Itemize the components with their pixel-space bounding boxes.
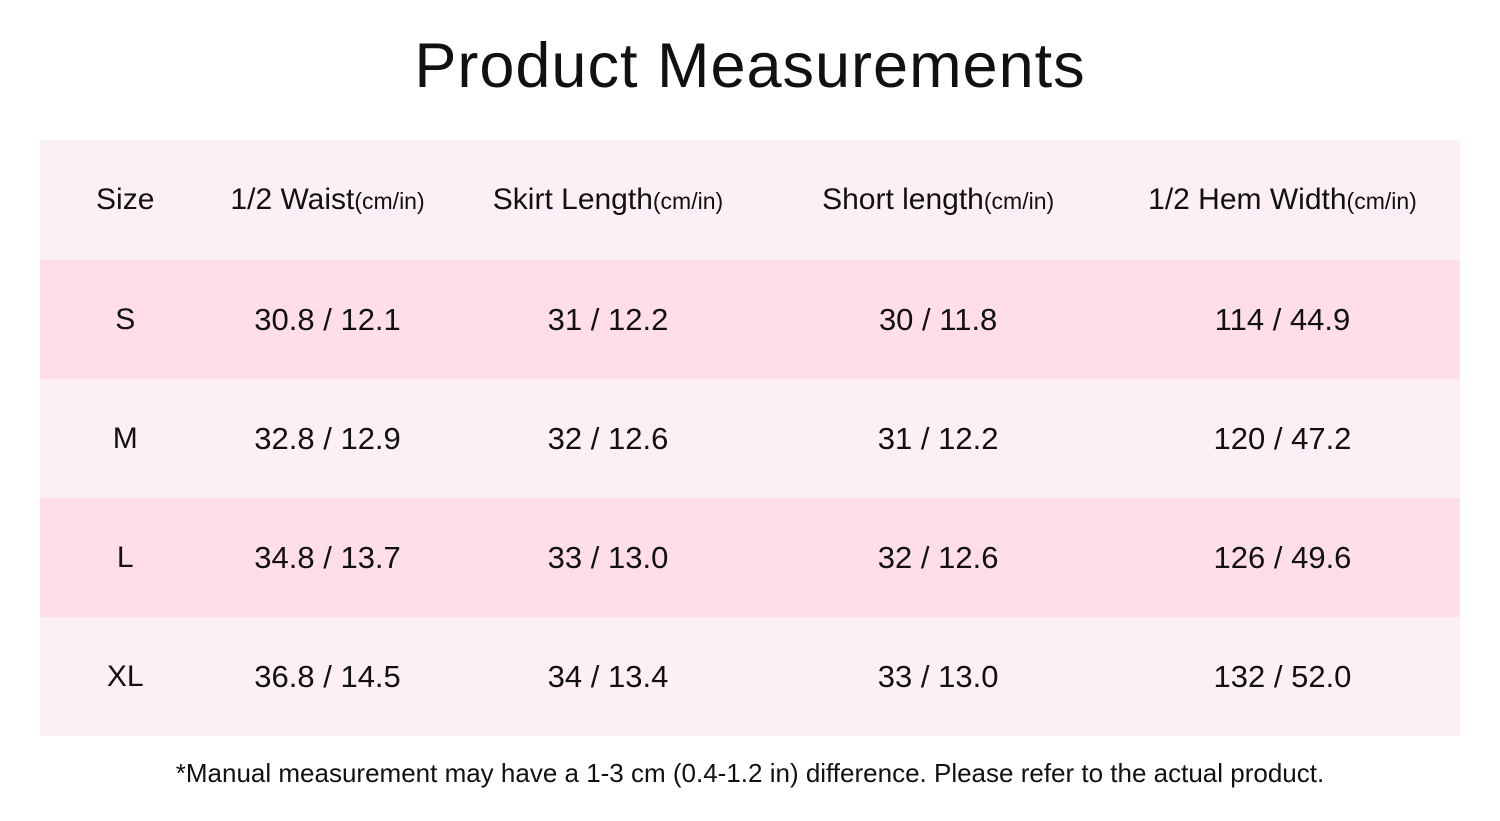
column-label: 1/2 Hem Width [1148,183,1347,216]
table-body: S 30.8 / 12.1 31 / 12.2 30 / 11.8 114 / … [40,260,1460,736]
half-hem-width-value: 132 / 52.0 [1213,658,1352,694]
size-value: XL [106,659,144,693]
half-hem-width-value: 126 / 49.6 [1213,539,1352,575]
header-row: Size 1/2 Waist(cm/in) Skirt Length(cm/in… [40,140,1460,260]
table-row-xl: XL 36.8 / 14.5 34 / 13.4 33 / 13.0 132 /… [40,617,1460,736]
half-hem-width-value: 120 / 47.2 [1213,420,1352,456]
column-label: Size [96,183,155,216]
column-header-skirt-length: Skirt Length(cm/in) [445,140,772,260]
page-title: Product Measurements [414,31,1086,101]
column-header-half-hem-width: 1/2 Hem Width(cm/in) [1105,140,1460,260]
column-header-half-waist: 1/2 Waist(cm/in) [210,140,444,260]
short-length-value: 31 / 12.2 [877,420,999,456]
skirt-length-value: 32 / 12.6 [547,420,669,456]
column-unit: (cm/in) [652,188,724,214]
table-row-s: S 30.8 / 12.1 31 / 12.2 30 / 11.8 114 / … [40,260,1460,379]
skirt-length-value: 33 / 13.0 [547,539,669,575]
half-waist-value: 34.8 / 13.7 [254,539,401,575]
half-waist-value: 36.8 / 14.5 [254,658,401,694]
measurement-disclaimer: *Manual measurement may have a 1-3 cm (0… [175,758,1325,788]
half-hem-width-value: 114 / 44.9 [1214,301,1351,337]
column-label: Short length [822,183,984,216]
column-unit: (cm/in) [1346,188,1417,214]
table-row-l: L 34.8 / 13.7 33 / 13.0 32 / 12.6 126 / … [40,498,1460,617]
table-header: Size 1/2 Waist(cm/in) Skirt Length(cm/in… [40,140,1460,260]
half-waist-value: 32.8 / 12.9 [254,420,401,456]
size-value: M [112,421,138,455]
column-unit: (cm/in) [983,188,1055,214]
column-header-short-length: Short length(cm/in) [771,140,1105,260]
column-label: Skirt Length [492,183,653,216]
measurements-table: Size 1/2 Waist(cm/in) Skirt Length(cm/in… [40,140,1460,736]
half-waist-value: 30.8 / 12.1 [254,301,401,337]
short-length-value: 32 / 12.6 [877,539,999,575]
column-unit: (cm/in) [354,188,425,214]
size-value: L [116,540,134,574]
column-label: 1/2 Waist [230,183,355,216]
table-row-m: M 32.8 / 12.9 32 / 12.6 31 / 12.2 120 / … [40,379,1460,498]
size-value: S [115,302,136,336]
short-length-value: 33 / 13.0 [877,658,999,694]
short-length-value: 30 / 11.8 [878,301,998,337]
skirt-length-value: 34 / 13.4 [547,658,669,694]
skirt-length-value: 31 / 12.2 [547,301,669,337]
column-header-size: Size [40,140,210,260]
